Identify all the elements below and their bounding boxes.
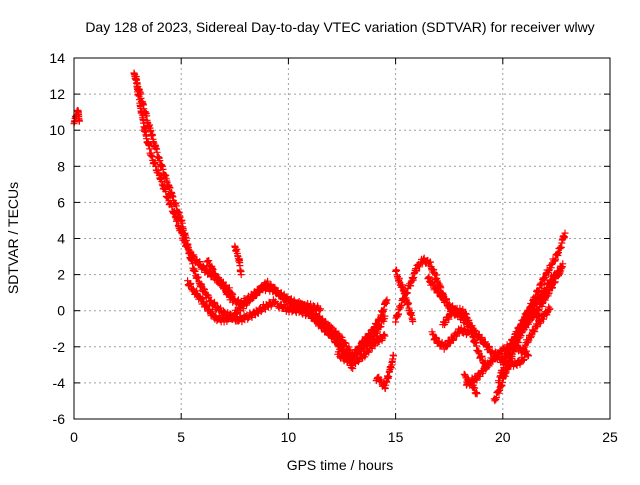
x-axis-label: GPS time / hours xyxy=(287,457,394,473)
y-tick-label: 0 xyxy=(57,303,65,319)
data-series-arc-o xyxy=(439,304,490,369)
plus-markers xyxy=(334,296,391,366)
plus-markers xyxy=(460,370,481,398)
data-series-arc-v xyxy=(505,267,565,352)
plus-markers xyxy=(231,242,245,279)
y-tick-label: -4 xyxy=(53,375,66,391)
y-tick-label: -6 xyxy=(53,411,66,427)
data-series-arc-r xyxy=(460,370,481,398)
plus-markers xyxy=(203,257,299,309)
plus-markers xyxy=(428,324,472,353)
chart-title: Day 128 of 2023, Sidereal Day-to-day VTE… xyxy=(85,19,594,35)
data-series-arc-f xyxy=(231,242,245,279)
y-tick-label: 12 xyxy=(49,86,65,102)
y-tick-label: 4 xyxy=(57,231,65,247)
y-tick-label: 8 xyxy=(57,158,65,174)
data-series-arc-e xyxy=(203,257,299,309)
x-tick-label: 20 xyxy=(495,429,511,445)
plus-markers xyxy=(505,267,565,352)
y-tick-label: 14 xyxy=(49,50,65,66)
data-series-arc-j xyxy=(334,296,391,366)
y-tick-label: 2 xyxy=(57,267,65,283)
plus-markers xyxy=(132,73,279,326)
data-series-arc-w xyxy=(520,303,554,354)
plus-markers xyxy=(520,303,554,354)
plus-markers xyxy=(439,304,490,369)
x-tick-label: 25 xyxy=(602,429,618,445)
y-tick-label: 6 xyxy=(57,194,65,210)
y-tick-label: 10 xyxy=(49,122,65,138)
axis-layer: 0 5 10 15 20 25 -6 -4 -2 0 2 4 6 8 10 12 14 xyxy=(49,50,618,445)
data-series-arc-p xyxy=(428,324,472,353)
data-series-arc-k xyxy=(372,351,397,392)
y-tick-label: -2 xyxy=(53,339,66,355)
x-tick-label: 5 xyxy=(177,429,185,445)
data-layer xyxy=(70,69,569,405)
x-tick-label: 15 xyxy=(388,429,404,445)
plus-markers xyxy=(372,351,397,392)
x-tick-label: 10 xyxy=(281,429,297,445)
x-tick-label: 0 xyxy=(70,429,78,445)
data-series-arc-c xyxy=(132,73,279,326)
y-axis-label: SDTVAR / TECUs xyxy=(5,182,21,294)
data-series-arc-m xyxy=(392,266,417,325)
plus-markers xyxy=(392,266,417,325)
